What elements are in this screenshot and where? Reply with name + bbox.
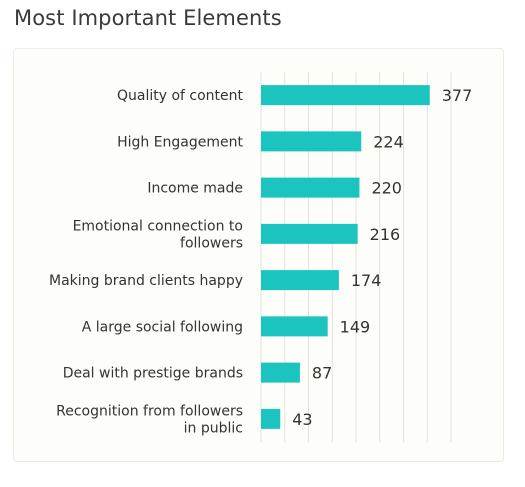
category-label: A large social following [82,319,243,335]
category-label: Quality of content [117,88,244,104]
value-labels: 377 224 220 216 174 149 87 43 [292,86,472,429]
category-label: Recognition from followers in public [56,403,243,436]
value-label: 149 [340,317,371,336]
bar [261,316,328,337]
category-label: Emotional connection to followers [73,218,243,251]
value-label: 174 [351,271,382,290]
category-label: Making brand clients happy [49,273,243,289]
category-labels: Quality of content High Engagement Income … [49,88,244,436]
value-label: 377 [442,86,473,105]
bar [261,270,339,291]
value-label: 43 [292,410,312,429]
bar [261,177,360,198]
category-label: High Engagement [117,134,243,150]
chart-card [13,48,504,462]
category-label: Income made [147,181,243,197]
bars [261,85,430,429]
grid-lines [260,72,452,442]
bar [261,85,430,106]
value-label: 87 [312,364,332,383]
bar [261,223,358,244]
value-label: 216 [370,225,401,244]
bar [261,362,300,383]
bar [261,131,362,152]
bar [261,408,281,429]
chart-title: Most Important Elements [14,6,282,30]
value-label: 224 [373,132,404,151]
value-label: 220 [371,179,402,198]
category-label: Deal with prestige brands [63,366,243,382]
